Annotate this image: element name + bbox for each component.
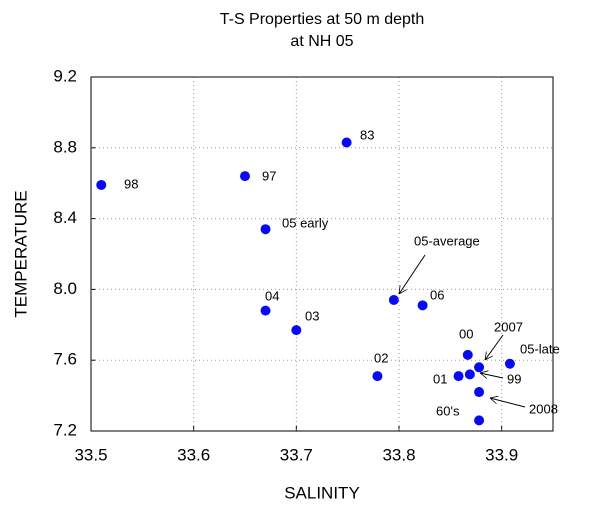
y-tick-label: 9.2	[53, 66, 77, 85]
point-label: 05 early	[282, 215, 329, 230]
point	[260, 305, 271, 316]
point	[464, 369, 475, 380]
point	[341, 137, 352, 148]
point	[96, 179, 107, 190]
y-tick-label: 8.0	[53, 279, 77, 298]
point	[240, 171, 250, 182]
chart-subtitle: at NH 05	[290, 33, 353, 50]
point-label: 83	[360, 127, 374, 142]
point	[372, 371, 383, 382]
point-label: 2008	[529, 401, 558, 416]
point-label: 2007	[494, 319, 523, 334]
label-arrow	[490, 398, 526, 408]
point-label: 60's	[436, 403, 460, 418]
point	[417, 300, 428, 311]
point-label: 99	[507, 371, 521, 386]
point	[291, 325, 302, 336]
plot-frame	[90, 76, 554, 432]
point-label: 04	[265, 288, 279, 303]
point-label: 05-average	[414, 233, 480, 248]
point-label: 06	[430, 287, 444, 302]
label-arrow	[399, 254, 426, 294]
point-label: 01	[433, 371, 447, 386]
label-arrow	[485, 334, 504, 360]
point	[474, 362, 485, 373]
point-label: 00	[459, 326, 473, 341]
y-tick-label: 7.2	[53, 420, 77, 439]
point-label: 02	[374, 350, 388, 365]
point	[388, 295, 399, 306]
point	[462, 349, 473, 360]
point	[453, 371, 464, 382]
y-tick-label: 8.8	[53, 137, 77, 156]
x-tick-label: 33.7	[280, 445, 313, 464]
point	[260, 224, 271, 235]
y-tick-label: 8.4	[53, 208, 77, 227]
point-label: 05-late	[520, 341, 560, 356]
x-tick-label: 33.9	[485, 445, 518, 464]
x-tick-label: 33.6	[177, 445, 210, 464]
x-tick-label: 33.8	[382, 445, 415, 464]
point-label: 98	[124, 176, 138, 191]
y-tick-label: 7.6	[53, 350, 77, 369]
point	[474, 415, 485, 426]
point	[504, 358, 515, 369]
point-label: 03	[305, 308, 319, 323]
chart-title: T-S Properties at 50 m depth	[220, 11, 425, 28]
x-tick-label: 33.5	[74, 445, 107, 464]
x-axis-label: SALINITY	[284, 483, 360, 502]
point	[474, 387, 485, 398]
y-axis-label: TEMPERATURE	[11, 190, 30, 317]
label-arrow	[480, 373, 504, 378]
point-label: 97	[262, 168, 276, 183]
